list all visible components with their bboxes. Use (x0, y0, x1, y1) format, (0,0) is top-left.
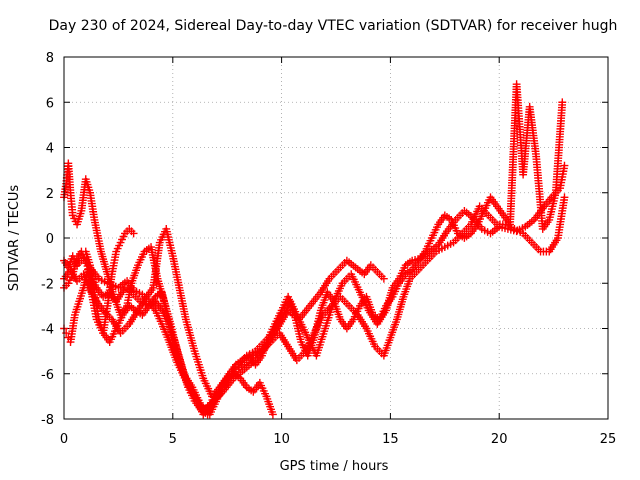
series-track-4 (60, 80, 567, 419)
grid-lines (64, 57, 608, 419)
series-track-5 (60, 265, 277, 419)
y-tick-label: 8 (46, 51, 54, 66)
data-point-marker (129, 229, 138, 238)
data-point-marker (560, 161, 569, 170)
x-tick-label: 0 (60, 432, 68, 447)
y-tick-label: -6 (41, 368, 54, 383)
y-tick-label: -8 (41, 413, 54, 428)
axis-ticks: 0 5 10 15 20 25 -8 -6 -4 -2 0 2 4 6 8 (41, 51, 616, 447)
x-axis-label: GPS time / hours (280, 459, 389, 474)
series-track-6 (81, 225, 138, 337)
chart-title: Day 230 of 2024, Sidereal Day-to-day VTE… (49, 18, 618, 34)
data-point-marker (560, 193, 569, 202)
y-tick-label: -4 (41, 323, 54, 338)
y-tick-label: -2 (41, 277, 54, 292)
data-point-marker (379, 274, 388, 283)
data-point-marker (408, 256, 417, 265)
y-tick-label: 0 (46, 232, 54, 247)
data-point-marker (268, 410, 277, 419)
y-tick-label: 2 (46, 187, 54, 202)
plot-area (60, 80, 569, 419)
x-tick-label: 20 (491, 432, 508, 447)
plot-frame (63, 56, 609, 420)
x-tick-label: 5 (169, 432, 177, 447)
y-axis-label: SDTVAR / TECUs (7, 185, 22, 292)
series-track-3 (60, 193, 569, 419)
y-tick-label: 6 (46, 96, 54, 111)
data-point-marker (558, 98, 567, 107)
x-tick-label: 25 (600, 432, 617, 447)
x-tick-label: 10 (273, 432, 290, 447)
y-tick-label: 4 (46, 142, 54, 157)
x-tick-label: 15 (382, 432, 399, 447)
